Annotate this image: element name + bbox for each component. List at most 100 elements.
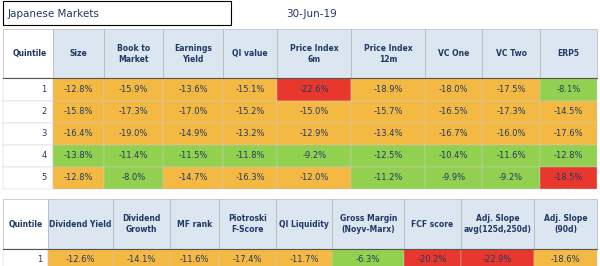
Text: -22.6%: -22.6% xyxy=(299,85,329,94)
Bar xyxy=(223,78,277,101)
Text: -14.1%: -14.1% xyxy=(127,255,156,264)
Text: Book to
Market: Book to Market xyxy=(117,44,150,64)
Text: MF rank: MF rank xyxy=(177,220,212,228)
Bar xyxy=(3,78,53,101)
Text: -12.9%: -12.9% xyxy=(299,129,329,138)
Text: Quintile: Quintile xyxy=(13,49,47,58)
Bar xyxy=(482,167,539,189)
Text: -8.1%: -8.1% xyxy=(556,85,580,94)
Text: -12.0%: -12.0% xyxy=(299,173,329,182)
Bar xyxy=(277,167,351,189)
Text: 1: 1 xyxy=(38,255,43,264)
Text: -9.9%: -9.9% xyxy=(442,173,466,182)
Text: -16.3%: -16.3% xyxy=(235,173,265,182)
Text: QI Liquidity: QI Liquidity xyxy=(279,220,329,228)
Text: -15.9%: -15.9% xyxy=(119,85,148,94)
Text: 30-Jun-19: 30-Jun-19 xyxy=(287,9,337,19)
Text: -14.9%: -14.9% xyxy=(178,129,208,138)
Bar xyxy=(425,145,482,167)
Text: 4: 4 xyxy=(41,151,47,160)
Text: -6.3%: -6.3% xyxy=(356,255,380,264)
Bar xyxy=(223,29,277,78)
Bar xyxy=(276,200,332,249)
Text: -16.5%: -16.5% xyxy=(439,107,469,116)
Text: -11.8%: -11.8% xyxy=(235,151,265,160)
Text: Earnings
Yield: Earnings Yield xyxy=(174,44,212,64)
Bar xyxy=(53,78,104,101)
Text: -17.3%: -17.3% xyxy=(496,107,526,116)
Bar xyxy=(482,101,539,123)
Bar xyxy=(53,123,104,145)
Bar xyxy=(482,123,539,145)
Text: Price Index
6m: Price Index 6m xyxy=(290,44,338,64)
Text: FCF score: FCF score xyxy=(411,220,454,228)
Bar xyxy=(277,145,351,167)
Text: -16.0%: -16.0% xyxy=(496,129,526,138)
Bar xyxy=(3,29,53,78)
Bar xyxy=(539,101,597,123)
Text: -15.7%: -15.7% xyxy=(373,107,403,116)
Bar xyxy=(48,200,113,249)
Bar xyxy=(276,249,332,266)
Bar xyxy=(482,29,539,78)
Bar xyxy=(104,123,163,145)
Text: -12.8%: -12.8% xyxy=(64,85,93,94)
Bar xyxy=(104,29,163,78)
Text: -13.2%: -13.2% xyxy=(235,129,265,138)
Bar xyxy=(48,249,113,266)
Text: -17.4%: -17.4% xyxy=(233,255,262,264)
Bar xyxy=(3,200,48,249)
Bar xyxy=(53,101,104,123)
Bar xyxy=(425,29,482,78)
Bar xyxy=(482,145,539,167)
Text: Japanese Markets: Japanese Markets xyxy=(7,9,99,19)
Bar xyxy=(104,78,163,101)
Bar xyxy=(461,200,534,249)
Bar xyxy=(404,249,461,266)
Text: -17.0%: -17.0% xyxy=(178,107,208,116)
Bar xyxy=(404,200,461,249)
Text: -11.7%: -11.7% xyxy=(289,255,319,264)
Bar xyxy=(3,249,48,266)
Text: -11.4%: -11.4% xyxy=(119,151,148,160)
Bar xyxy=(351,145,425,167)
Bar xyxy=(351,29,425,78)
Bar xyxy=(425,167,482,189)
Bar xyxy=(163,123,223,145)
Bar xyxy=(113,249,170,266)
Text: -16.4%: -16.4% xyxy=(64,129,93,138)
Bar xyxy=(223,167,277,189)
Bar xyxy=(53,29,104,78)
Text: ERP5: ERP5 xyxy=(557,49,580,58)
Bar xyxy=(277,123,351,145)
Bar xyxy=(170,200,219,249)
Bar xyxy=(163,145,223,167)
Text: -19.0%: -19.0% xyxy=(119,129,148,138)
Bar xyxy=(534,249,597,266)
Bar xyxy=(482,78,539,101)
Bar xyxy=(534,200,597,249)
Bar xyxy=(539,29,597,78)
Text: -9.2%: -9.2% xyxy=(302,151,326,160)
Text: -11.6%: -11.6% xyxy=(496,151,526,160)
Bar xyxy=(539,145,597,167)
Text: -14.7%: -14.7% xyxy=(178,173,208,182)
Bar xyxy=(3,167,53,189)
Text: Gross Margin
(Noyv-Marx): Gross Margin (Noyv-Marx) xyxy=(340,214,397,234)
Text: Adj. Slope
avg(125d,250d): Adj. Slope avg(125d,250d) xyxy=(463,214,532,234)
Text: -18.6%: -18.6% xyxy=(551,255,580,264)
Bar xyxy=(3,101,53,123)
Text: -12.5%: -12.5% xyxy=(373,151,403,160)
Text: 5: 5 xyxy=(41,173,47,182)
Text: -22.9%: -22.9% xyxy=(482,255,512,264)
Bar xyxy=(277,78,351,101)
Bar xyxy=(539,123,597,145)
Text: -11.6%: -11.6% xyxy=(179,255,209,264)
Text: -11.5%: -11.5% xyxy=(178,151,208,160)
Bar xyxy=(3,123,53,145)
Bar xyxy=(170,249,219,266)
Bar xyxy=(223,101,277,123)
Bar xyxy=(53,167,104,189)
Bar xyxy=(163,167,223,189)
Text: -16.7%: -16.7% xyxy=(439,129,469,138)
